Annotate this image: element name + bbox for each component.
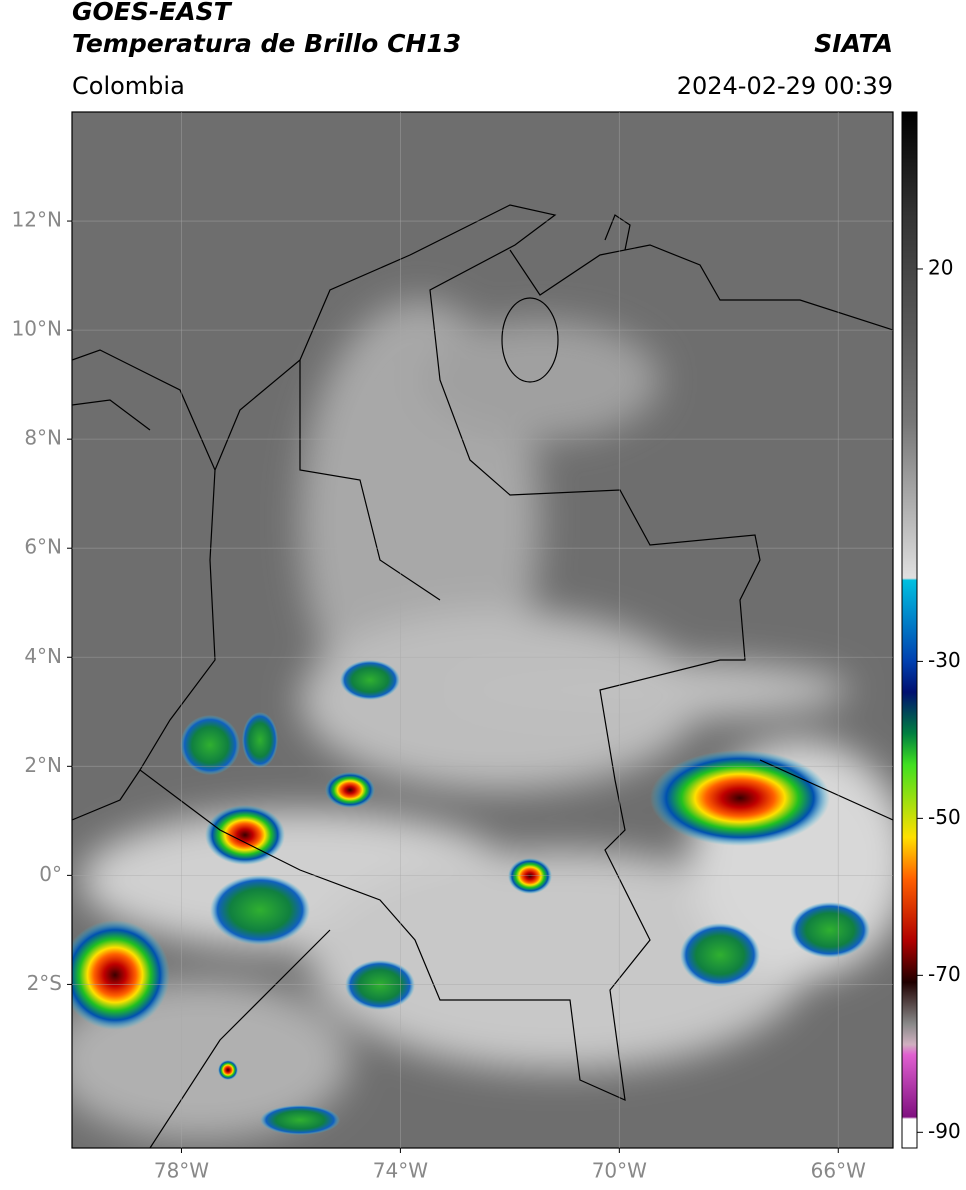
- satellite-image: [72, 112, 893, 1148]
- lat-tick-label: 8°N: [24, 426, 62, 450]
- region: Colombia: [72, 72, 185, 100]
- lat-tick-label: 4°N: [24, 644, 62, 668]
- lon-tick-label: 66°W: [811, 1159, 866, 1183]
- map-frame: [71, 111, 894, 1149]
- timestamp: 2024-02-29 00:39: [677, 72, 893, 100]
- title: GOES-EAST: [72, 0, 233, 26]
- lat-tick-label: 12°N: [12, 208, 62, 232]
- lon-tick-label: 74°W: [373, 1159, 428, 1183]
- source: SIATA: [814, 29, 893, 58]
- lat-tick-label: 10°N: [12, 317, 62, 341]
- lat-tick-label: 2°N: [24, 753, 62, 777]
- lat-tick-label: 6°N: [24, 535, 62, 559]
- colorbar-tick-label: 20: [928, 255, 953, 279]
- colorbar-tick-label: -50: [928, 805, 961, 829]
- lat-tick-label: 2°S: [27, 971, 62, 995]
- colorbar: [901, 111, 918, 1149]
- colorbar-tick-label: -70: [928, 962, 961, 986]
- lon-tick-label: 78°W: [154, 1159, 209, 1183]
- lat-tick-label: 0°: [39, 862, 62, 886]
- subtitle: Temperatura de Brillo CH13: [72, 29, 461, 58]
- colorbar-tick-label: -90: [928, 1119, 961, 1143]
- lon-tick-label: 70°W: [592, 1159, 647, 1183]
- colorbar-tick-label: -30: [928, 648, 961, 672]
